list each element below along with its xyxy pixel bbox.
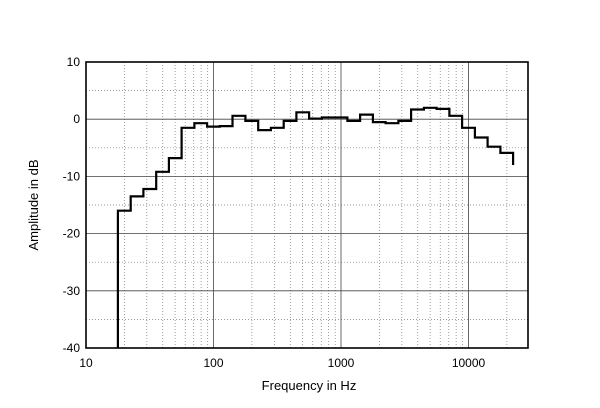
x-tick-label: 10 [79,356,93,370]
y-tick-labels: 10 0 -10 -20 -30 -40 [63,55,81,355]
response-series [116,106,515,348]
response-trace [116,106,515,348]
x-tick-label: 1000 [328,356,355,370]
y-tick-label: -20 [63,227,81,241]
plot-background [86,62,528,348]
plot-frame [85,61,529,349]
x-tick-label: 10000 [452,356,486,370]
x-axis-title: Frequency in Hz [262,378,357,393]
y-tick-label: -10 [63,169,81,183]
y-tick-label: 0 [73,112,80,126]
y-tick-label: 10 [67,55,81,69]
x-tick-labels: 10 100 1000 10000 [79,356,485,370]
x-tick-label: 100 [203,356,223,370]
y-tick-label: -40 [63,341,81,355]
y-tick-label: -30 [63,284,81,298]
y-axis-title: Amplitude in dB [26,159,41,250]
